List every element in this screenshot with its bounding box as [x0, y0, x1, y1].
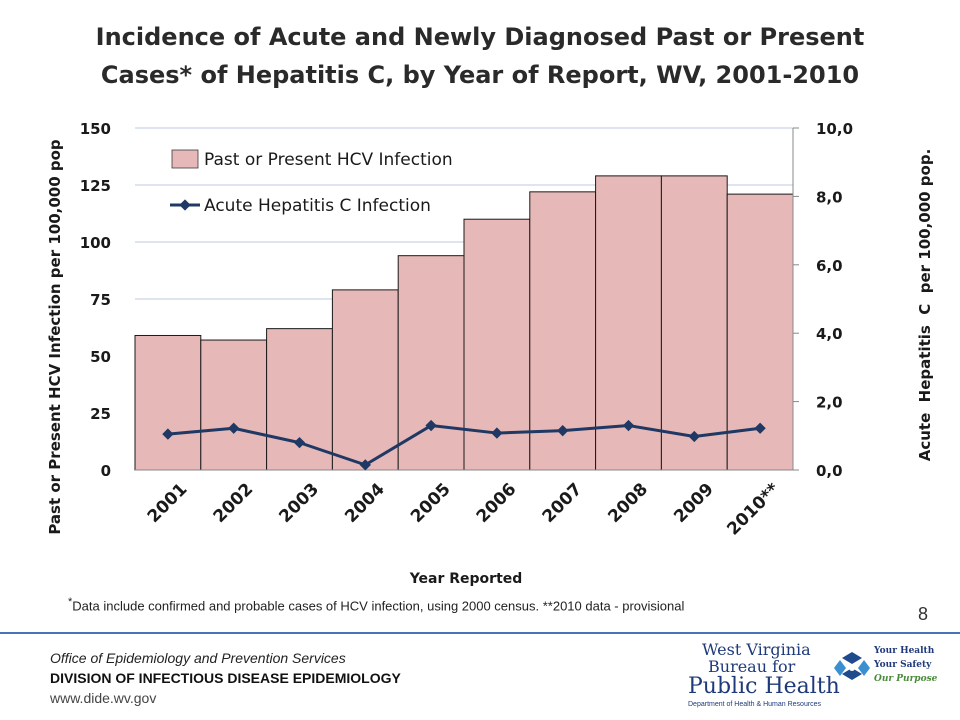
chart-title-line-1: Incidence of Acute and Newly Diagnosed P… [95, 23, 865, 51]
acute-point-2004 [359, 459, 371, 471]
logo-tag-3: Our Purpose [874, 674, 938, 684]
legend-bar-label: Past or Present HCV Infection [204, 150, 453, 170]
footer-division: DIVISION OF INFECTIOUS DISEASE EPIDEMIOL… [50, 670, 401, 686]
x-tick-label: 2006 [473, 479, 521, 527]
y-tick-label: 25 [90, 405, 111, 423]
axes [135, 128, 794, 471]
legend-bar-swatch [171, 149, 199, 169]
y2-axis-title: Acute Hepatitis C per 100,000 pop. [916, 149, 934, 462]
acute-point-2010** [754, 422, 766, 434]
acute-point-2008 [622, 419, 635, 432]
x-tick-label: 2003 [275, 479, 323, 527]
acute-point-2001 [162, 428, 174, 440]
bar-2009 [660, 175, 728, 471]
x-axis-ticks: 2001 2002 2003 2004 2005 2006 2007 2008 2009 2010… [144, 479, 784, 539]
page-number: 8 [918, 604, 929, 624]
legend: Past or Present HCV Infection Acute Hepa… [170, 149, 453, 216]
footnote-marker: * [68, 596, 73, 608]
legend-line-marker [179, 199, 191, 211]
right-axis-ticks: 0,0 2,0 4,0 6,0 8,0 10,0 [793, 120, 853, 480]
logo-tag-2: Your Safety [873, 660, 932, 670]
acute-point-2005 [425, 419, 437, 432]
flower-icon [834, 652, 870, 680]
bar-2003 [266, 328, 333, 471]
x-tick-label: 2001 [144, 479, 192, 527]
y2-tick-label: 4,0 [816, 325, 843, 343]
bar-2001 [134, 334, 202, 471]
acute-point-2002 [228, 422, 240, 434]
logo-line-4: Department of Health & Human Resources [688, 701, 822, 708]
x-tick-label: 2004 [341, 479, 389, 527]
acute-series [162, 419, 766, 471]
x-tick-label: 2007 [539, 479, 587, 527]
footer-office: Office of Epidemiology and Prevention Se… [50, 650, 346, 666]
x-tick-label: 2010** [723, 479, 783, 539]
y-tick-label: 125 [80, 177, 111, 195]
footer: Office of Epidemiology and Prevention Se… [50, 648, 401, 708]
y2-tick-label: 0,0 [816, 462, 843, 480]
x-axis-title: Year Reported [409, 571, 523, 587]
chart-title: Incidence of Acute and Newly Diagnosed P… [40, 18, 920, 94]
y2-tick-label: 2,0 [816, 394, 843, 412]
logo-line-3: Public Health [688, 674, 840, 699]
bars [134, 175, 794, 471]
x-tick-label: 2005 [407, 479, 455, 527]
y-tick-label: 75 [90, 291, 111, 309]
logo-tag-1: Your Health [873, 646, 935, 656]
chart: 0 25 50 75 100 125 150 0,0 2,0 4,0 6,0 8,0 10,0 200… [46, 120, 934, 587]
y-axis-title: Past or Present HCV Infection per 100,00… [46, 139, 64, 535]
footer-website[interactable]: www.dide.wv.gov [50, 690, 157, 706]
bar-2002 [200, 339, 268, 471]
y-tick-label: 50 [90, 348, 111, 366]
footnote: *Data include confirmed and probable cas… [68, 596, 684, 613]
acute-line [167, 424, 761, 467]
legend-line-label: Acute Hepatitis C Infection [204, 196, 431, 216]
footer-divider [0, 632, 960, 634]
acute-point-2007 [557, 425, 569, 437]
acute-point-2006 [491, 427, 503, 439]
y2-tick-label: 8,0 [816, 188, 843, 206]
chart-title-line-2: Cases* of Hepatitis C, by Year of Report… [100, 61, 860, 89]
y-tick-label: 150 [80, 120, 111, 138]
y-tick-label: 100 [80, 234, 111, 252]
acute-point-2003 [293, 436, 306, 449]
x-tick-label: 2008 [604, 479, 652, 527]
y2-tick-label: 6,0 [816, 257, 843, 275]
acute-point-2009 [688, 430, 700, 443]
x-tick-label: 2009 [670, 479, 718, 527]
wv-bureau-logo: West Virginia Bureau for Public Health D… [688, 640, 938, 708]
logo-line-2: Bureau for [708, 657, 796, 676]
left-axis-ticks: 0 25 50 75 100 125 150 [80, 120, 111, 480]
x-tick-label: 2002 [210, 479, 258, 527]
y-tick-label: 0 [101, 462, 111, 480]
bar-2004 [331, 289, 399, 471]
bar-2007 [529, 191, 597, 471]
footnote-text: Data include confirmed and probable case… [72, 598, 685, 614]
y2-tick-label: 10,0 [816, 120, 853, 138]
logo-line-1: West Virginia [702, 640, 811, 659]
